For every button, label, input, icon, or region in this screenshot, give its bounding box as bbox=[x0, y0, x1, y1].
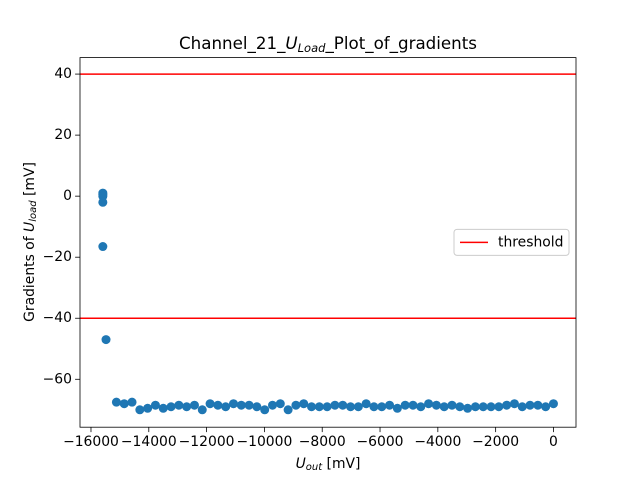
point bbox=[283, 405, 293, 415]
point bbox=[494, 402, 504, 412]
title-part: Channel_21_ bbox=[179, 33, 286, 54]
point bbox=[322, 402, 332, 412]
point bbox=[509, 399, 519, 409]
plot-frame bbox=[79, 57, 577, 428]
point bbox=[268, 400, 278, 410]
point bbox=[361, 399, 371, 409]
y-tick-label: 20 bbox=[54, 127, 72, 143]
title-symbol: U bbox=[285, 33, 297, 53]
x-tick-label: −8000 bbox=[299, 434, 346, 450]
point bbox=[182, 402, 192, 412]
x-tick-label: −12000 bbox=[179, 434, 235, 450]
point bbox=[189, 400, 199, 410]
point bbox=[502, 400, 512, 410]
x-tick-label: −16000 bbox=[63, 434, 119, 450]
point bbox=[330, 400, 340, 410]
point bbox=[275, 399, 285, 409]
point bbox=[98, 242, 108, 252]
point bbox=[150, 400, 160, 410]
point bbox=[517, 402, 527, 412]
point bbox=[548, 399, 558, 409]
x-tick-label: 0 bbox=[549, 434, 558, 450]
point bbox=[127, 397, 137, 407]
point bbox=[385, 400, 395, 410]
point bbox=[98, 197, 108, 207]
point bbox=[205, 399, 215, 409]
point bbox=[135, 405, 145, 415]
point bbox=[314, 402, 324, 412]
x-label-subscript: out bbox=[306, 462, 323, 473]
title-part: _Plot_of_gradients bbox=[324, 33, 477, 54]
x-tick-label: −2000 bbox=[472, 434, 519, 450]
x-axis-label: Uout [mV] bbox=[296, 456, 361, 473]
point bbox=[431, 400, 441, 410]
point bbox=[486, 402, 496, 412]
point bbox=[291, 400, 301, 410]
point bbox=[260, 405, 270, 415]
point bbox=[236, 400, 246, 410]
point bbox=[119, 399, 129, 409]
point bbox=[338, 400, 348, 410]
y-axis-label: Gradients of Uload [mV] bbox=[22, 162, 39, 322]
point bbox=[307, 402, 317, 412]
point bbox=[541, 402, 551, 412]
point bbox=[424, 399, 434, 409]
point bbox=[244, 400, 254, 410]
x-label-symbol: U bbox=[296, 456, 306, 472]
point bbox=[478, 402, 488, 412]
x-tick-label: −10000 bbox=[236, 434, 292, 450]
y-tick-label: 40 bbox=[54, 66, 72, 82]
point bbox=[299, 399, 309, 409]
y-label-part: [mV] bbox=[22, 162, 38, 200]
point bbox=[252, 402, 262, 412]
title-subscript: Load bbox=[298, 41, 326, 55]
point bbox=[143, 403, 153, 413]
point bbox=[369, 402, 379, 412]
y-tick-label: −20 bbox=[43, 249, 72, 265]
point bbox=[174, 400, 184, 410]
point bbox=[346, 402, 356, 412]
y-tick-label: 0 bbox=[63, 188, 72, 204]
point bbox=[447, 400, 457, 410]
x-tick-label: −14000 bbox=[121, 434, 177, 450]
point bbox=[392, 403, 402, 413]
point bbox=[377, 402, 387, 412]
y-tick-label: −60 bbox=[43, 371, 72, 387]
y-tick-label: −40 bbox=[43, 310, 72, 326]
point bbox=[228, 399, 238, 409]
point bbox=[470, 402, 480, 412]
legend-label: threshold bbox=[498, 234, 563, 250]
point bbox=[213, 400, 223, 410]
point bbox=[158, 403, 168, 413]
x-tick-label: −6000 bbox=[357, 434, 404, 450]
y-label-symbol: U bbox=[22, 222, 38, 232]
point bbox=[533, 400, 543, 410]
point bbox=[439, 402, 449, 412]
point bbox=[400, 400, 410, 410]
point bbox=[221, 402, 231, 412]
chart-title: Channel_21_ULoad_Plot_of_gradients bbox=[179, 33, 477, 55]
y-label-part: Gradients of bbox=[22, 232, 38, 322]
point bbox=[416, 402, 426, 412]
point bbox=[455, 402, 465, 412]
point bbox=[111, 397, 121, 407]
x-tick-label: −4000 bbox=[414, 434, 461, 450]
point bbox=[197, 405, 207, 415]
point bbox=[525, 400, 535, 410]
point bbox=[101, 335, 111, 345]
y-label-subscript: load bbox=[28, 200, 39, 222]
point bbox=[166, 402, 176, 412]
x-label-part: [mV] bbox=[322, 456, 360, 472]
point bbox=[463, 403, 473, 413]
point bbox=[353, 402, 363, 412]
point bbox=[408, 400, 418, 410]
legend-box bbox=[453, 228, 570, 256]
